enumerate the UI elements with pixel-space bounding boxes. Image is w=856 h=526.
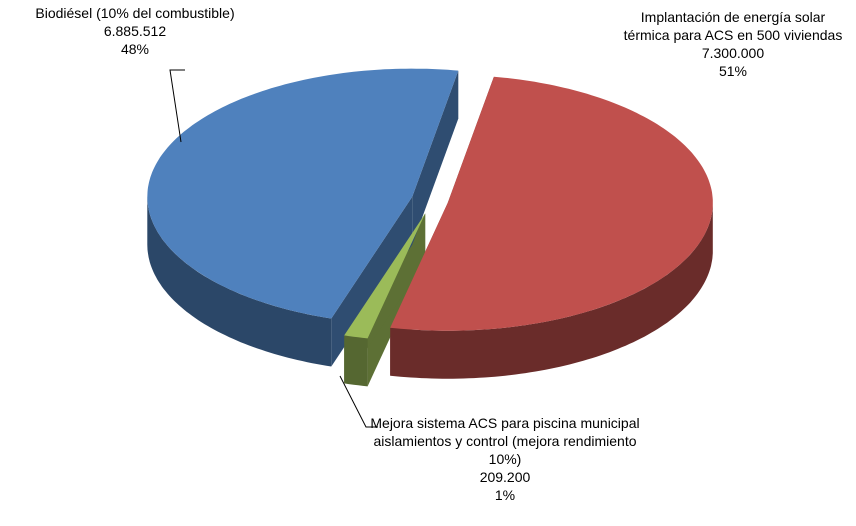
slice: [344, 213, 426, 339]
category-label: Biodiésel (10% del combustible): [35, 5, 235, 21]
percent-label: 48%: [120, 41, 150, 57]
label: Implantación de energía solar térmica pa…: [618, 8, 848, 80]
slice-wall: [390, 202, 713, 379]
slice-wall: [344, 335, 368, 387]
label: Mejora sistema ACS para piscina municipa…: [370, 414, 640, 504]
slice: [390, 76, 713, 331]
leader-line: [339, 375, 378, 428]
slice-wall: [147, 196, 332, 367]
value-label: 6.885.512: [103, 23, 167, 39]
value-label: 7.300.000: [701, 45, 765, 61]
category-label: Mejora sistema ACS para piscina municipa…: [370, 415, 640, 467]
slice-side: [412, 70, 459, 245]
leader-line: [169, 69, 185, 143]
slice-side: [331, 196, 413, 367]
value-label: 209.200: [479, 469, 531, 485]
percent-label: 1%: [494, 487, 516, 503]
slice: [147, 68, 459, 319]
percent-label: 51%: [718, 63, 748, 79]
label: Biodiésel (10% del combustible) 6.885.51…: [5, 4, 265, 58]
category-label: Implantación de energía solar térmica pa…: [623, 9, 843, 43]
